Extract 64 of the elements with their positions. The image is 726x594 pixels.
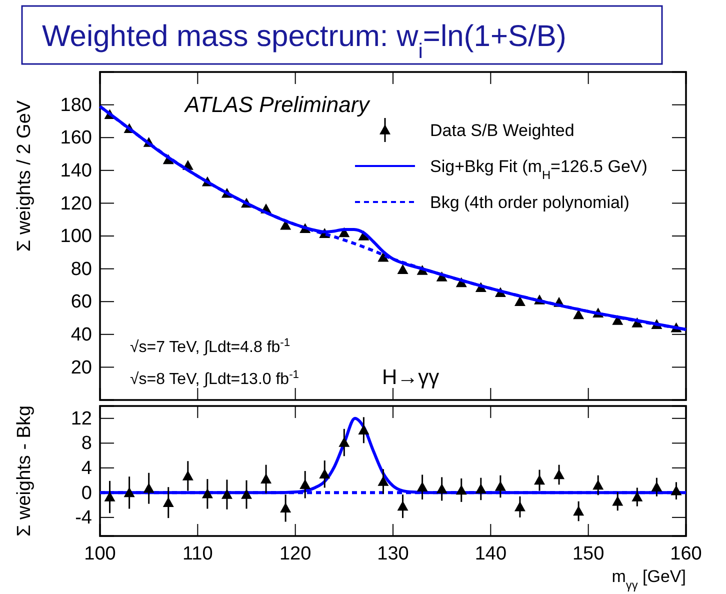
annotation: √s=8 TeV, ∫Ldt=13.0 fb$^{-1}$ [130,369,300,388]
point [182,470,194,480]
point [436,483,448,494]
point [494,480,506,491]
point [456,484,467,495]
y-tick-label: 4 [81,458,92,479]
y-tick-label: 12 [70,408,92,430]
point [378,476,389,486]
point [202,488,213,498]
point [221,489,232,499]
y-tick-label: 120 [60,193,92,214]
point [397,264,408,274]
point [280,502,292,513]
chart-title: Weighted mass spectrum: w$_{i}$=ln(1+S/B) [42,20,566,62]
x-tick-label: 130 [377,543,409,564]
x-tick-label: 150 [572,543,604,564]
point [124,487,135,498]
point [319,468,330,478]
point [475,483,486,494]
legend-label: Bkg (4th order polynomial) [430,193,630,212]
y-axis-title: Σ weights - Bkg [14,405,35,537]
x-tick-label: 110 [182,543,213,564]
point [612,496,624,506]
y-tick-label: 160 [60,128,92,149]
point [573,506,584,516]
annotation: H→γγ [382,366,440,389]
x-axis-title: m$_{γγ}$ [GeV] [612,567,686,592]
y-tick-label: -4 [75,508,92,529]
x-tick-label: 120 [279,543,312,564]
legend-label: Sig+Bkg Fit (m$_{H}$=126.5 GeV) [430,157,648,182]
y-axis-title: Σ weights / 2 GeV [14,100,35,252]
y-tick-label: 40 [70,324,92,346]
point [592,480,604,490]
point [651,482,662,492]
x-tick-label: 160 [670,543,702,564]
point [670,485,682,496]
point [162,497,174,507]
annotation: √s=7 TeV, ∫Ldt=4.8 fb$^{-1}$ [130,337,290,356]
y-tick-label: 20 [70,357,92,378]
point [358,424,370,435]
x-tick-label: 140 [474,543,507,564]
point [300,479,311,490]
point [338,437,350,447]
y-tick-label: 8 [81,433,92,454]
point [143,482,154,493]
point [632,492,643,502]
point [554,469,565,480]
annotation: ATLAS Preliminary [183,92,372,117]
y-tick-label: 100 [60,226,92,248]
point [573,309,584,320]
point [241,489,252,499]
point [260,474,272,484]
point [397,500,408,511]
point [534,474,545,485]
y-tick-label: 180 [60,94,92,116]
point [416,482,428,492]
y-tick-label: 140 [60,160,92,182]
point [514,296,526,306]
point [104,492,116,502]
y-tick-label: 0 [81,482,92,504]
y-tick-label: 80 [70,258,92,280]
legend-label: Data S/B Weighted [430,121,574,140]
point [514,501,526,512]
y-tick-label: 60 [70,292,92,313]
